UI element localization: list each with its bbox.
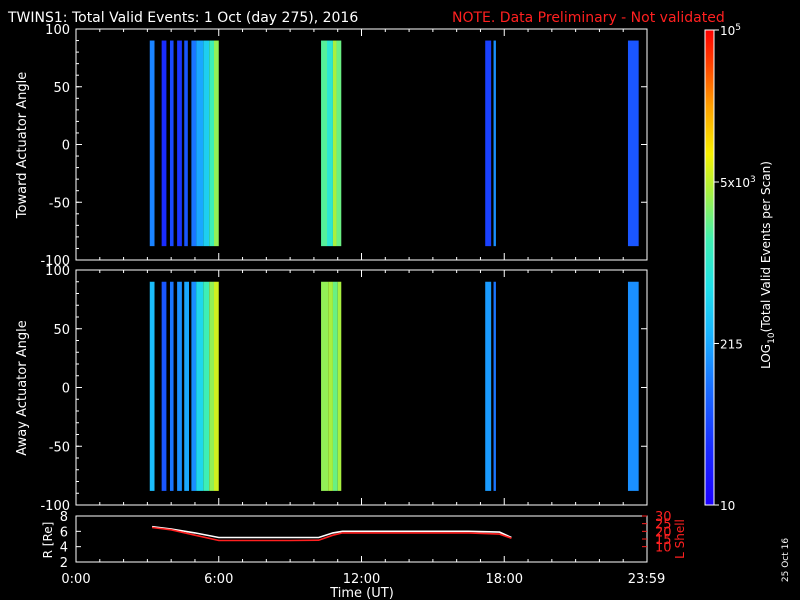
toward-strip bbox=[203, 40, 210, 247]
away-ylabel: Away Actuator Angle bbox=[15, 320, 30, 455]
date-stamp: 25 Oct 16 bbox=[781, 538, 791, 582]
away-strip bbox=[328, 281, 333, 491]
orbit-right-tick-label: 25 bbox=[655, 518, 672, 533]
preliminary-note: NOTE. Data Preliminary - Not validated bbox=[452, 10, 725, 26]
x-tick-label: 0:00 bbox=[61, 572, 90, 587]
colorbar bbox=[704, 29, 715, 506]
away-strip bbox=[196, 281, 204, 491]
x-tick-label: 6:00 bbox=[204, 572, 233, 587]
toward-heatmap bbox=[149, 40, 639, 247]
y-tick-label: 50 bbox=[53, 81, 70, 96]
y-tick-label: -100 bbox=[40, 254, 70, 269]
away-strip bbox=[209, 281, 214, 491]
away-strip bbox=[332, 281, 338, 491]
away-strip bbox=[493, 281, 496, 491]
orbit-left-tick-label: 2 bbox=[60, 556, 68, 571]
away-strip bbox=[337, 281, 342, 491]
away-strip bbox=[321, 281, 329, 491]
x-tick-label: 23:59 bbox=[628, 572, 665, 587]
away-strip bbox=[161, 281, 167, 491]
toward-strip bbox=[191, 40, 197, 247]
orbit-right-tick-label: 10 bbox=[655, 541, 672, 556]
colorbar-tick-label: 105 bbox=[720, 23, 741, 38]
away-strip bbox=[627, 281, 639, 491]
away-strip bbox=[213, 281, 219, 491]
orbit-left-tick-label: 6 bbox=[60, 525, 68, 540]
away-heatmap bbox=[149, 281, 639, 491]
orbit-left-tick-label: 4 bbox=[60, 541, 68, 556]
toward-strip bbox=[336, 40, 342, 247]
toward-strip bbox=[627, 40, 639, 247]
colorbar-label: LOG10(Total Valid Events per Scan) bbox=[759, 161, 777, 369]
orbit-panel-frame bbox=[75, 515, 648, 563]
toward-strip bbox=[184, 40, 188, 247]
y-tick-label: 100 bbox=[45, 264, 70, 279]
away-strip bbox=[149, 281, 155, 491]
away-strip bbox=[184, 281, 190, 491]
away-strip bbox=[191, 281, 197, 491]
toward-ylabel: Toward Actuator Angle bbox=[15, 72, 30, 219]
away-strip bbox=[485, 281, 492, 491]
orbit-right-tick-label: 15 bbox=[655, 533, 672, 548]
toward-strip bbox=[485, 40, 492, 247]
y-tick-label: 0 bbox=[62, 139, 70, 154]
toward-strip bbox=[213, 40, 219, 247]
lshell-line bbox=[152, 526, 512, 542]
toward-strip bbox=[327, 40, 333, 247]
x-tick-label: 12:00 bbox=[343, 572, 380, 587]
radius-line bbox=[152, 525, 512, 539]
away-strip bbox=[177, 281, 182, 491]
toward-strip bbox=[493, 40, 496, 247]
orbit-right-tick-label: 20 bbox=[655, 525, 672, 540]
toward-strip bbox=[169, 40, 174, 247]
toward-strip bbox=[332, 40, 337, 247]
away-strip bbox=[169, 281, 174, 491]
toward-strip bbox=[149, 40, 155, 247]
y-tick-label: -50 bbox=[49, 440, 70, 455]
toward-strip bbox=[209, 40, 214, 247]
y-tick-label: -100 bbox=[40, 499, 70, 514]
colorbar-ticks: 105 5x103 215 10 bbox=[714, 23, 756, 513]
away-strip bbox=[203, 281, 210, 491]
orbit-left-tick-label: 8 bbox=[60, 510, 68, 525]
orbit-left-ylabel: R [Re] bbox=[41, 522, 55, 559]
x-tick-label: 18:00 bbox=[486, 572, 523, 587]
y-tick-label: 0 bbox=[62, 382, 70, 397]
orbit-right-tick-label: 30 bbox=[655, 510, 672, 525]
colorbar-tick-label: 10 bbox=[720, 499, 735, 513]
x-axis-label: Time (UT) bbox=[329, 586, 394, 600]
y-tick-label: -50 bbox=[49, 196, 70, 211]
y-tick-label: 100 bbox=[45, 23, 70, 38]
toward-strip bbox=[196, 40, 204, 247]
toward-strip bbox=[177, 40, 182, 247]
toward-strip bbox=[321, 40, 328, 247]
y-tick-label: 50 bbox=[53, 323, 70, 338]
orbit-right-ylabel: L Shell bbox=[673, 519, 687, 559]
chart-title: TWINS1: Total Valid Events: 1 Oct (day 2… bbox=[7, 10, 358, 26]
toward-strip bbox=[161, 40, 167, 247]
colorbar-tick-label: 5x103 bbox=[720, 175, 756, 190]
colorbar-tick-label: 215 bbox=[720, 338, 743, 352]
